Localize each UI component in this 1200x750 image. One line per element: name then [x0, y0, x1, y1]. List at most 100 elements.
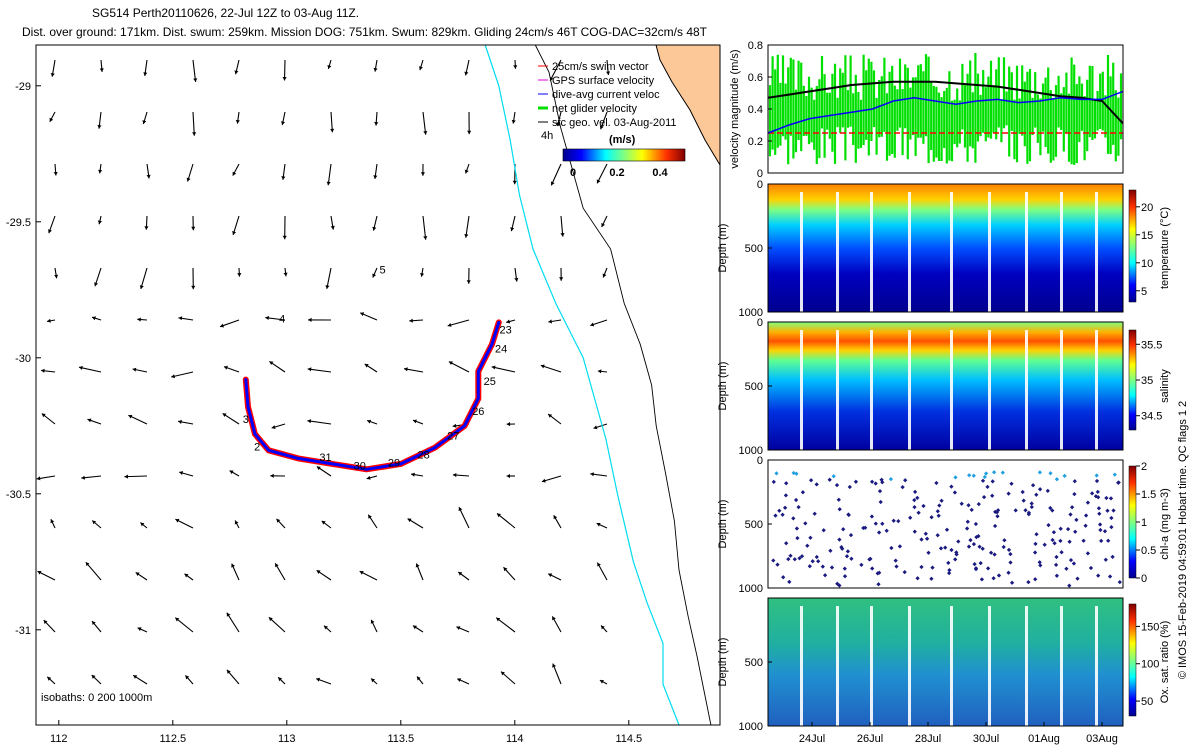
chla-point	[828, 548, 833, 553]
chla-point	[912, 497, 917, 503]
velocity-y-tick-label: 0.8	[748, 40, 763, 52]
chla-point	[1050, 537, 1055, 543]
chla-point	[1042, 542, 1047, 547]
velocity-arrowhead	[140, 522, 145, 527]
chla-point	[805, 543, 810, 548]
velocity-arrowhead	[48, 229, 52, 234]
velocity-arrowhead	[590, 322, 595, 327]
chla-point	[1065, 526, 1071, 532]
chla-point	[877, 570, 882, 575]
depth-axis-label: Depth (m)	[717, 224, 729, 273]
velocity-arrowhead	[316, 677, 321, 682]
velocity-arrowhead	[404, 367, 408, 372]
oxygen-panel	[767, 597, 1137, 727]
chla-point	[973, 566, 979, 572]
map-frame	[35, 44, 721, 726]
profile-gap	[908, 606, 911, 726]
velocity-arrowhead	[601, 625, 605, 630]
chla-point	[784, 481, 789, 486]
chla-point	[971, 473, 976, 478]
chla-point	[821, 528, 826, 533]
colorbar-tick-label: 35.5	[1141, 339, 1162, 351]
chla-point	[992, 523, 998, 529]
velocity-arrowhead	[541, 478, 546, 483]
velocity-arrowhead	[237, 273, 242, 277]
colorbar-tick-label: 1	[1141, 517, 1147, 529]
velocity-arrowhead	[49, 117, 54, 122]
velocity-arrowhead	[53, 172, 58, 176]
chla-point	[912, 504, 917, 510]
map-x-tick-label: 112	[50, 733, 68, 745]
chla-point	[837, 507, 842, 512]
velocity-arrowhead	[133, 675, 138, 679]
depth-tick-label: 0	[757, 455, 763, 467]
chla-point	[792, 557, 797, 562]
chla-point	[876, 530, 882, 535]
chla-point	[1046, 522, 1051, 528]
chla-point	[912, 489, 918, 495]
profile-gap	[1095, 192, 1098, 312]
chla-point	[1029, 501, 1034, 506]
colorbar-label: salinity	[1159, 369, 1171, 403]
chla-point	[1073, 529, 1078, 534]
velocity-arrowhead	[271, 425, 276, 429]
colorbar-tick-label: 2	[1141, 461, 1147, 473]
velocity-arrowhead	[548, 319, 552, 324]
velocity-arrowhead	[137, 627, 142, 632]
chla-field	[768, 460, 1123, 588]
velocity-arrowhead	[229, 470, 234, 475]
velocity-arrowhead	[36, 476, 41, 481]
velocity-arrowhead	[367, 419, 372, 424]
chla-point	[1037, 560, 1042, 565]
velocity-arrowhead	[178, 419, 182, 424]
chla-point	[876, 582, 881, 587]
map-colorbar	[562, 148, 686, 162]
depth-tick-label: 0	[757, 179, 763, 191]
chla-point	[771, 479, 776, 485]
chla-point	[893, 558, 898, 563]
colorbar-tick-label: 0.5	[1141, 545, 1156, 557]
velocity-arrow	[307, 420, 332, 425]
chla-point	[1002, 538, 1007, 543]
profile-gap	[950, 192, 953, 312]
chla-point	[953, 475, 958, 480]
chla-point	[1097, 511, 1102, 516]
chla-point	[946, 570, 952, 576]
chla-point	[781, 575, 786, 580]
chla-point	[953, 557, 958, 562]
chla-point	[1104, 495, 1109, 501]
velocity-arrowhead	[464, 71, 469, 76]
depth-axis-label: Depth (m)	[717, 638, 729, 687]
time-tick-label: 26Jul	[857, 733, 883, 745]
velocity-arrowhead	[423, 131, 428, 135]
velocity-arrowhead	[596, 179, 601, 184]
velocity-arrowhead	[458, 572, 463, 576]
velocity-arrowhead	[457, 678, 462, 682]
velocity-arrowhead	[178, 316, 183, 321]
chla-point	[990, 479, 995, 484]
footer-credit: © IMOS 15-Feb-2019 04:59:01 Hobart time.…	[1177, 401, 1189, 679]
depth-tick-label: 1000	[739, 583, 763, 595]
profile-gap	[988, 192, 991, 312]
velocity-y-ticks: 0 0.2 0.4 0.6 0.8	[748, 40, 772, 180]
velocity-arrowhead	[321, 520, 326, 525]
velocity-arrow	[596, 163, 608, 184]
velocity-arrowhead	[185, 675, 190, 680]
chla-point	[880, 521, 885, 526]
chla-point	[976, 501, 981, 507]
chla-point	[1051, 530, 1057, 535]
coastline	[655, 44, 721, 166]
chla-point	[930, 565, 935, 570]
velocity-arrow	[268, 616, 286, 633]
chla-point	[1008, 560, 1013, 565]
velocity-arrowhead	[146, 174, 151, 179]
chla-point	[1109, 524, 1114, 530]
temperature-panel	[767, 183, 1137, 313]
dac-velocity-line	[767, 90, 1124, 134]
chla-point	[771, 558, 776, 563]
profile-gap	[908, 192, 911, 312]
chla-point	[812, 511, 817, 516]
chla-point	[816, 559, 821, 564]
chla-point	[1023, 508, 1028, 513]
map-legend: 25cm/s swim vector GPS surface velocity …	[538, 61, 686, 179]
